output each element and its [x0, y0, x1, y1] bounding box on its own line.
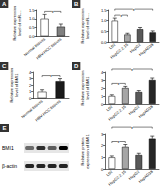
svg-text:Normal tissues: Normal tissues [22, 36, 47, 58]
svg-text:HepAD38: HepAD38 [138, 42, 155, 57]
svg-text:HepG2: HepG2 [127, 169, 141, 182]
svg-text:HepG2.2.15: HepG2.2.15 [107, 104, 127, 122]
svg-text:β-actin: β-actin [2, 163, 17, 169]
svg-text:3: 3 [29, 76, 32, 81]
svg-text:0: 0 [29, 96, 32, 101]
svg-text:0.0: 0.0 [101, 40, 107, 45]
svg-text:Relative expression: Relative expression [80, 8, 85, 44]
svg-text:*: * [50, 74, 52, 80]
svg-text:1.5: 1.5 [29, 8, 35, 13]
svg-text:1: 1 [101, 94, 104, 99]
svg-text:1.5: 1.5 [101, 8, 107, 13]
svg-text:HepAD38: HepAD38 [137, 104, 154, 119]
svg-text:level of BMI1: level of BMI1 [14, 73, 19, 97]
svg-text:*: * [118, 82, 120, 88]
svg-text:1.0: 1.0 [101, 18, 107, 23]
svg-text:L02: L02 [105, 169, 114, 178]
svg-text:1.0: 1.0 [29, 16, 35, 21]
svg-text:C: C [2, 63, 7, 69]
svg-text:E: E [2, 125, 6, 131]
svg-text:HBV-HCC tissues: HBV-HCC tissues [35, 36, 62, 60]
svg-text:D: D [74, 63, 79, 69]
svg-text:expression of BMI1: expression of BMI1 [85, 134, 90, 169]
svg-text:2: 2 [29, 83, 32, 88]
svg-text:Relative expression: Relative expression [9, 67, 15, 103]
svg-text:0.5: 0.5 [29, 25, 35, 30]
svg-text:level of miR-...: level of miR-... [17, 10, 22, 36]
svg-text:Relative expression: Relative expression [80, 70, 85, 106]
svg-text:0.0: 0.0 [29, 34, 35, 39]
svg-text:4: 4 [101, 70, 104, 75]
svg-text:*: * [52, 10, 54, 16]
svg-text:HepG2: HepG2 [127, 104, 141, 117]
svg-text:A: A [2, 1, 7, 7]
svg-text:HBV-HCC tissues: HBV-HCC tissues [34, 98, 61, 122]
svg-text:level of miR-...: level of miR-... [85, 13, 90, 39]
svg-text:*: * [131, 126, 133, 132]
svg-text:0.5: 0.5 [101, 29, 107, 34]
svg-text:0: 0 [101, 102, 104, 107]
svg-text:3: 3 [101, 78, 104, 83]
svg-text:L02: L02 [108, 42, 117, 51]
svg-text:4: 4 [29, 70, 32, 75]
svg-text:L02: L02 [105, 104, 114, 113]
svg-text:*: * [118, 140, 120, 146]
svg-text:Normal tissues: Normal tissues [20, 98, 44, 120]
svg-text:*: * [133, 8, 135, 14]
svg-text:HepG2.2.15: HepG2.2.15 [109, 42, 129, 60]
svg-text:HepG2: HepG2 [128, 42, 142, 55]
svg-text:B: B [74, 1, 79, 7]
svg-text:1: 1 [29, 89, 32, 94]
svg-text:BMI1: BMI1 [2, 145, 14, 151]
svg-text:1: 1 [101, 155, 104, 160]
svg-text:2: 2 [101, 86, 104, 91]
svg-text:level of BMI1: level of BMI1 [85, 76, 90, 100]
svg-text:*: * [120, 14, 122, 20]
svg-text:2: 2 [101, 143, 104, 148]
svg-text:Relative protein: Relative protein [80, 137, 85, 166]
svg-text:0: 0 [101, 167, 104, 172]
svg-text:HepG2.2.15: HepG2.2.15 [107, 169, 127, 187]
svg-text:HepAD38: HepAD38 [137, 169, 154, 184]
svg-text:Relative expression: Relative expression [12, 5, 18, 41]
svg-text:*: * [131, 68, 133, 74]
svg-text:3: 3 [101, 132, 104, 137]
